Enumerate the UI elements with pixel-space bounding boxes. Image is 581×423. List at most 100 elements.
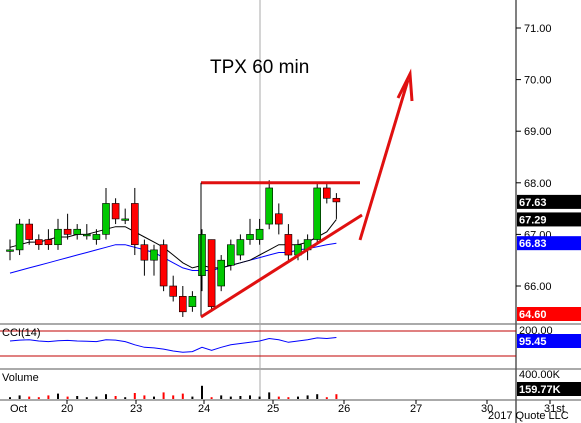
price-tick-label: 66.00 [524,281,552,293]
candles [6,180,341,317]
price-tick-label: 69.00 [524,126,552,138]
candle-body [246,234,254,240]
candle-body [140,244,149,261]
volume-bar [47,395,50,399]
volume-label: Volume [2,372,39,384]
volume-bar [18,395,21,399]
candle-body [121,218,129,221]
volume-bar [172,395,175,399]
volume-bar [201,385,203,399]
candle-body [265,187,274,225]
candle-body [188,296,197,307]
candle-body [322,187,331,199]
candle-body [236,239,245,256]
volume-bar [229,396,232,399]
volume-bar [220,395,223,399]
cci-value-label: 95.45 [519,336,547,348]
volume-bar [277,396,280,399]
volume-bars [9,385,338,399]
time-tick-label: 30 [481,403,493,415]
support-trend-line [200,213,363,319]
volume-bar [143,395,146,399]
cci-panel: CCI(14) 200.00 95.45 [0,325,581,357]
price-label-text: 67.63 [519,197,547,209]
breakout-arrow-head [396,68,414,102]
candle-body [92,234,101,240]
cci-label: CCI(14) [2,327,41,339]
cci-line [9,337,337,353]
candle-body [284,234,293,256]
price-label-box [517,212,581,227]
volume-bar [28,396,31,399]
volume-bar [316,394,319,399]
ma-fast-line [9,219,337,269]
price-label-box [517,236,581,251]
candle-body [131,203,139,246]
volume-bar [181,393,184,399]
volume-bar [287,397,290,399]
moving-averages [9,219,337,274]
volume-bar [85,397,88,399]
candle-body [102,203,110,235]
chart-title: TPX 60 min [210,57,309,78]
volume-bar [95,396,98,399]
volume-bar [325,397,328,399]
cci-series [9,337,337,353]
candle-body [255,228,264,240]
volume-bar [210,397,213,399]
volume-value-box [517,382,581,396]
ma-slow-line [9,242,337,274]
price-label-box [517,307,581,321]
candle-body [44,239,53,246]
candle-body [25,223,34,240]
candle-body [227,244,235,266]
volume-bar [133,393,136,399]
candle-body [15,223,24,251]
candle-body [63,228,72,235]
candle-body [169,285,177,297]
breakout-arrow-shaft [358,79,410,241]
time-axis: Oct 20 23 24 25 26 27 30 31st [10,400,565,415]
time-tick-label: 27 [410,403,422,415]
candle-body [179,296,187,313]
candle-body [313,187,322,240]
volume-bar [37,397,40,399]
volume-bar [66,396,69,399]
volume-bar [76,396,79,399]
price-label-box [517,194,581,209]
volume-bar [105,394,107,399]
volume-bar [9,397,11,399]
volume-bar [239,396,242,399]
volume-bar [258,396,261,399]
volume-bar [162,392,165,399]
volume-bar [153,396,155,399]
candle-body [150,249,158,261]
volume-bar [124,397,127,399]
trend-annotations [200,68,414,319]
candle-body [198,234,206,276]
volume-bar [249,395,251,399]
price-label-text: 64.60 [519,309,547,321]
price-tick-label: 71.00 [524,23,552,35]
price-labels: 67.63 67.29 66.83 64.60 [517,194,581,321]
candle-body [54,228,62,246]
price-label-text: 66.83 [519,238,547,250]
price-label-text: 67.29 [519,214,547,226]
volume-bar [191,396,194,399]
time-tick-label: 26 [338,403,350,415]
candle-body [217,259,225,287]
time-tick-label: 24 [198,403,210,415]
candle-body [6,249,14,252]
time-tick-label: 31st [544,403,565,415]
volume-bar [57,393,59,399]
candle-body [34,239,43,246]
volume-tick: 400.00K [519,369,561,381]
copyright-text: 2017 Quote LLC [488,410,569,422]
candle-body [111,203,120,220]
time-tick-label: 20 [61,403,73,415]
volume-bar [114,396,117,399]
volume-panel: Volume 400.00K 159.77K [2,369,581,399]
